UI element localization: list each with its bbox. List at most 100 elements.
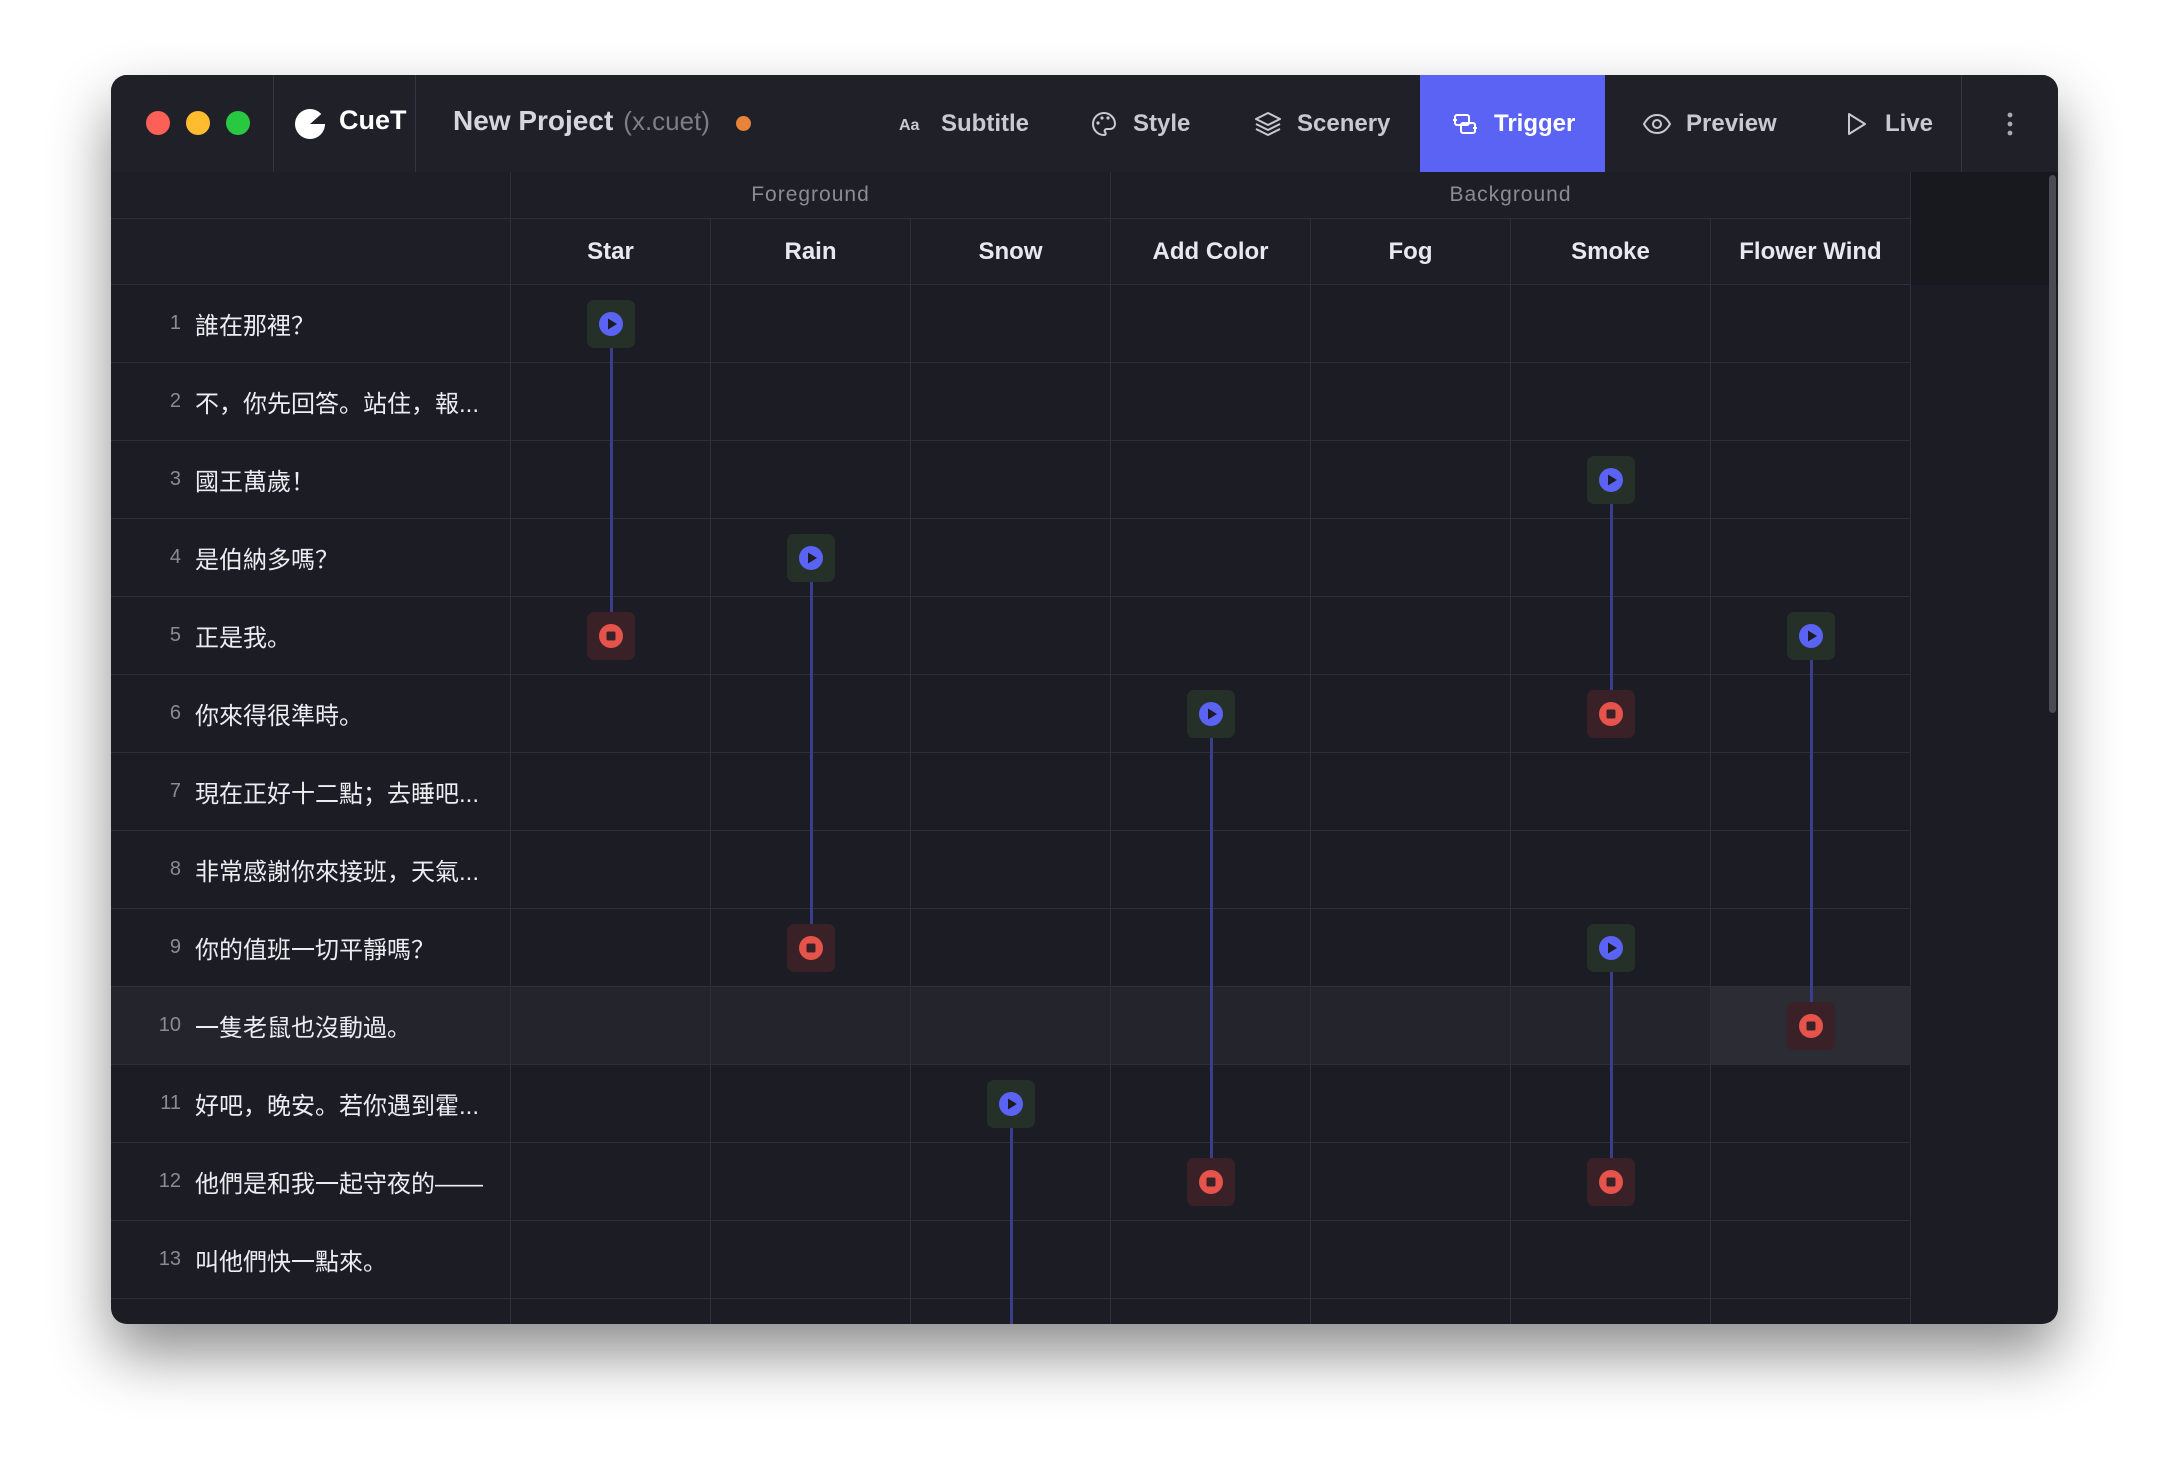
grid-cell[interactable] bbox=[911, 363, 1111, 441]
grid-cell[interactable] bbox=[511, 675, 711, 753]
minimize-button[interactable] bbox=[186, 111, 210, 135]
row-label[interactable]: 4 是伯納多嗎？ bbox=[111, 519, 511, 597]
row-label[interactable]: 11 好吧，晚安。若你遇到霍... bbox=[111, 1065, 511, 1143]
row-label[interactable]: 10 一隻老鼠也沒動過。 bbox=[111, 987, 511, 1065]
column-header[interactable]: Add Color bbox=[1111, 219, 1311, 285]
grid-cell[interactable] bbox=[1511, 831, 1711, 909]
grid-cell[interactable] bbox=[511, 987, 711, 1065]
trigger-start[interactable] bbox=[1587, 456, 1635, 504]
grid-cell[interactable] bbox=[711, 285, 911, 363]
tab[interactable]: Preview bbox=[1612, 75, 1807, 172]
column-header[interactable]: Fog bbox=[1311, 219, 1511, 285]
row-label[interactable]: 5 正是我。 bbox=[111, 597, 511, 675]
grid-cell[interactable] bbox=[1311, 1143, 1511, 1221]
grid-cell[interactable] bbox=[911, 1299, 1111, 1324]
row-label[interactable]: 2 不，你先回答。站住，報... bbox=[111, 363, 511, 441]
grid-cell[interactable] bbox=[1711, 1065, 1911, 1143]
grid-cell[interactable] bbox=[1311, 441, 1511, 519]
grid-cell[interactable] bbox=[1511, 1299, 1711, 1324]
grid-cell[interactable] bbox=[1311, 1221, 1511, 1299]
grid-cell[interactable] bbox=[1111, 1221, 1311, 1299]
trigger-stop[interactable] bbox=[1587, 1158, 1635, 1206]
grid-cell[interactable] bbox=[711, 1065, 911, 1143]
trigger-stop[interactable] bbox=[1587, 690, 1635, 738]
grid-cell[interactable] bbox=[711, 441, 911, 519]
grid-cell[interactable] bbox=[711, 363, 911, 441]
grid-cell[interactable] bbox=[711, 1143, 911, 1221]
row-label[interactable]: 13 叫他們快一點來。 bbox=[111, 1221, 511, 1299]
grid-cell[interactable] bbox=[711, 1299, 911, 1324]
tab[interactable]: Aa Subtitle bbox=[867, 75, 1059, 172]
trigger-stop[interactable] bbox=[1187, 1158, 1235, 1206]
grid-cell[interactable] bbox=[1311, 597, 1511, 675]
row-label[interactable]: 12 他們是和我一起守夜的—— bbox=[111, 1143, 511, 1221]
grid-cell[interactable] bbox=[1711, 363, 1911, 441]
row-label[interactable]: 6 你來得很準時。 bbox=[111, 675, 511, 753]
grid-cell[interactable] bbox=[1311, 987, 1511, 1065]
grid-cell[interactable] bbox=[911, 831, 1111, 909]
grid-cell[interactable] bbox=[1711, 519, 1911, 597]
scrollbar[interactable] bbox=[2049, 175, 2056, 713]
grid-cell[interactable] bbox=[1711, 1299, 1911, 1324]
grid-cell[interactable] bbox=[1511, 753, 1711, 831]
row-label[interactable]: 9 你的值班一切平靜嗎？ bbox=[111, 909, 511, 987]
grid-cell[interactable] bbox=[1311, 831, 1511, 909]
grid-cell[interactable] bbox=[1111, 363, 1311, 441]
grid-cell[interactable] bbox=[1111, 519, 1311, 597]
tab[interactable]: Trigger bbox=[1420, 75, 1606, 172]
column-header[interactable]: Star bbox=[511, 219, 711, 285]
grid-cell[interactable] bbox=[911, 987, 1111, 1065]
column-header[interactable]: Flower Wind bbox=[1711, 219, 1911, 285]
column-header[interactable]: Snow bbox=[911, 219, 1111, 285]
grid-cell[interactable] bbox=[1511, 363, 1711, 441]
grid-cell[interactable] bbox=[511, 831, 711, 909]
maximize-button[interactable] bbox=[226, 111, 250, 135]
trigger-start[interactable] bbox=[587, 300, 635, 348]
grid-cell[interactable] bbox=[1311, 1299, 1511, 1324]
grid-cell[interactable] bbox=[1311, 675, 1511, 753]
grid-cell[interactable] bbox=[1311, 753, 1511, 831]
tab[interactable]: Style bbox=[1059, 75, 1220, 172]
grid-cell[interactable] bbox=[1511, 1221, 1711, 1299]
trigger-stop[interactable] bbox=[787, 924, 835, 972]
grid-cell[interactable] bbox=[1111, 285, 1311, 363]
grid-cell[interactable] bbox=[1711, 1143, 1911, 1221]
grid-cell[interactable] bbox=[511, 1299, 711, 1324]
trigger-stop[interactable] bbox=[1787, 1002, 1835, 1050]
trigger-start[interactable] bbox=[1187, 690, 1235, 738]
grid-cell[interactable] bbox=[1711, 441, 1911, 519]
trigger-start[interactable] bbox=[787, 534, 835, 582]
grid-cell[interactable] bbox=[1111, 1299, 1311, 1324]
column-header[interactable]: Rain bbox=[711, 219, 911, 285]
close-button[interactable] bbox=[146, 111, 170, 135]
grid-cell[interactable] bbox=[711, 1221, 911, 1299]
row-label[interactable] bbox=[111, 1299, 511, 1324]
trigger-stop[interactable] bbox=[587, 612, 635, 660]
row-label[interactable]: 8 非常感謝你來接班，天氣... bbox=[111, 831, 511, 909]
grid-cell[interactable] bbox=[1311, 363, 1511, 441]
grid-cell[interactable] bbox=[911, 519, 1111, 597]
grid-cell[interactable] bbox=[511, 909, 711, 987]
grid-cell[interactable] bbox=[511, 1221, 711, 1299]
tab[interactable]: Scenery bbox=[1223, 75, 1420, 172]
grid-cell[interactable] bbox=[1311, 519, 1511, 597]
grid-cell[interactable] bbox=[511, 1065, 711, 1143]
row-label[interactable]: 1 誰在那裡？ bbox=[111, 285, 511, 363]
grid-cell[interactable] bbox=[711, 987, 911, 1065]
grid-cell[interactable] bbox=[511, 1143, 711, 1221]
grid-cell[interactable] bbox=[1111, 441, 1311, 519]
grid-cell[interactable] bbox=[1311, 1065, 1511, 1143]
grid-cell[interactable] bbox=[911, 909, 1111, 987]
grid-cell[interactable] bbox=[911, 441, 1111, 519]
grid-cell[interactable] bbox=[911, 753, 1111, 831]
tab[interactable]: Live bbox=[1811, 75, 1963, 172]
grid-cell[interactable] bbox=[1311, 285, 1511, 363]
grid-cell[interactable] bbox=[711, 909, 911, 987]
grid-cell[interactable] bbox=[511, 597, 711, 675]
trigger-start[interactable] bbox=[987, 1080, 1035, 1128]
column-header[interactable]: Smoke bbox=[1511, 219, 1711, 285]
grid-cell[interactable] bbox=[1511, 285, 1711, 363]
trigger-start[interactable] bbox=[1787, 612, 1835, 660]
row-label[interactable]: 3 國王萬歲！ bbox=[111, 441, 511, 519]
row-label[interactable]: 7 現在正好十二點；去睡吧... bbox=[111, 753, 511, 831]
